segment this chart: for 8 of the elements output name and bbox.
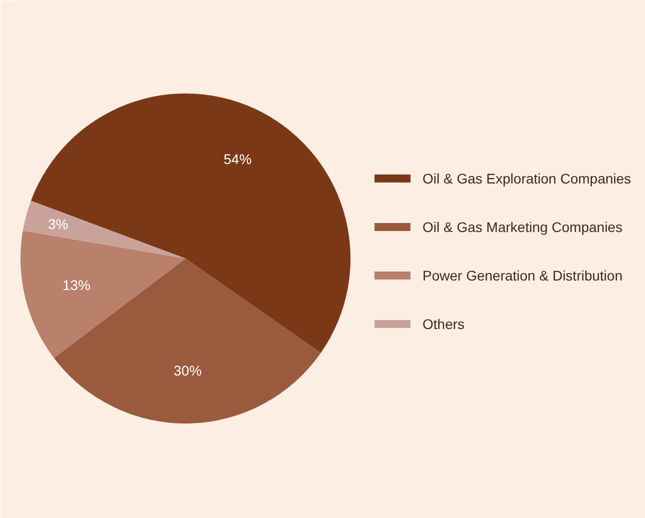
- legend-label: Oil & Gas Marketing Companies: [422, 219, 622, 235]
- data-label: 3%: [48, 216, 68, 232]
- data-label: 30%: [174, 362, 202, 379]
- legend-label: Oil & Gas Exploration Companies: [422, 170, 632, 186]
- legend-label: Power Generation & Distribution: [422, 268, 622, 284]
- data-label: 54%: [224, 151, 252, 168]
- data-label: 13%: [62, 277, 91, 294]
- legend-label: Others: [422, 316, 465, 332]
